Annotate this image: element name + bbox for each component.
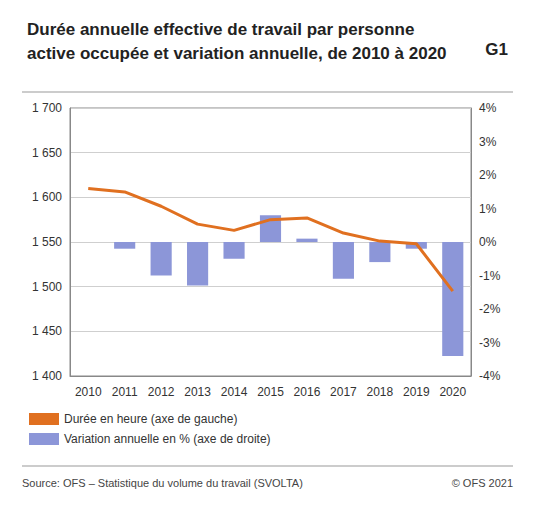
svg-text:2012: 2012 [148,385,175,399]
svg-text:2020: 2020 [439,385,466,399]
svg-text:Durée annuelle effective de tr: Durée annuelle effective de travail par … [27,20,414,39]
svg-text:1 500: 1 500 [32,280,62,294]
svg-text:2015: 2015 [257,385,284,399]
svg-text:1 400: 1 400 [32,369,62,383]
svg-text:2017: 2017 [330,385,357,399]
svg-text:-4%: -4% [479,369,501,383]
svg-text:4%: 4% [479,101,497,115]
svg-text:2013: 2013 [184,385,211,399]
svg-text:1 450: 1 450 [32,324,62,338]
svg-text:-1%: -1% [479,269,501,283]
svg-text:2011: 2011 [112,385,138,399]
svg-text:1%: 1% [479,202,497,216]
svg-text:2018: 2018 [367,385,394,399]
svg-text:Durée en heure (axe de gauche): Durée en heure (axe de gauche) [64,412,237,426]
svg-text:2019: 2019 [403,385,430,399]
svg-text:G1: G1 [485,40,508,59]
svg-text:Source: OFS – Statistique du v: Source: OFS – Statistique du volume du t… [22,477,303,489]
svg-text:1 700: 1 700 [32,101,62,115]
svg-text:Variation annuelle en % (axe d: Variation annuelle en % (axe de droite) [64,432,271,446]
svg-text:0%: 0% [479,235,497,249]
svg-text:active occupée et variation an: active occupée et variation annuelle, de… [27,44,447,63]
svg-text:2010: 2010 [75,385,102,399]
svg-text:1 550: 1 550 [32,235,62,249]
svg-text:1 600: 1 600 [32,190,62,204]
svg-text:-3%: -3% [479,336,501,350]
svg-text:3%: 3% [479,135,497,149]
svg-text:2016: 2016 [294,385,321,399]
svg-text:© OFS 2021: © OFS 2021 [452,477,513,489]
svg-text:2%: 2% [479,168,497,182]
svg-text:1 650: 1 650 [32,146,62,160]
svg-text:-2%: -2% [479,302,501,316]
svg-text:2014: 2014 [221,385,248,399]
